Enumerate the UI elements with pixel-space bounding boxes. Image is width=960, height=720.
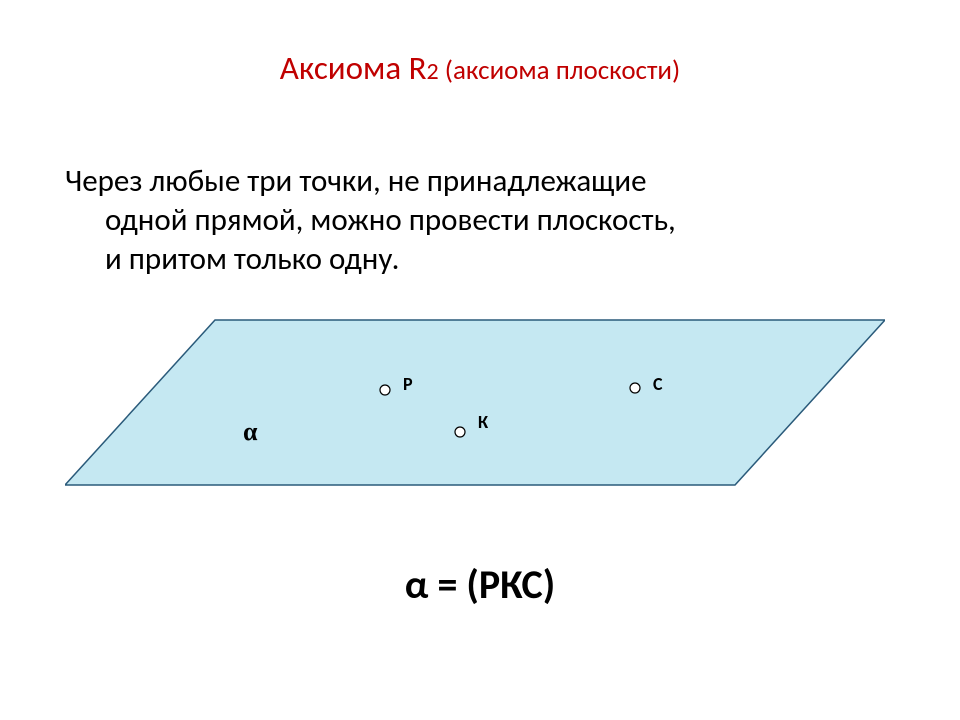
point-label-0: Р (403, 373, 413, 395)
slide-title: Аксиома R2 (аксиома плоскости) (0, 48, 960, 88)
axiom-line-1: Через любые три точки, не принадлежащие (65, 162, 647, 200)
point-marker-2 (455, 427, 465, 437)
axiom-line-2: одной прямой, можно провести плоскость, (65, 201, 895, 240)
axiom-line-3: и притом только одну. (65, 240, 895, 279)
point-label-2: К (478, 411, 489, 433)
point-marker-0 (380, 385, 390, 395)
title-paren: (аксиома плоскости) (439, 54, 681, 87)
plane-diagram: α Р С К (65, 310, 885, 510)
point-label-1: С (653, 373, 663, 395)
axiom-text: Через любые три точки, не принадлежащие … (65, 162, 895, 278)
point-marker-1 (630, 383, 640, 393)
diagram-svg: α Р С К (65, 310, 885, 510)
alpha-label: α (243, 417, 258, 446)
formula-text: α = (РКС) (0, 560, 960, 609)
plane-shape (65, 320, 885, 485)
title-prefix: Аксиома R (280, 48, 427, 88)
title-subscript: 2 (427, 57, 439, 86)
